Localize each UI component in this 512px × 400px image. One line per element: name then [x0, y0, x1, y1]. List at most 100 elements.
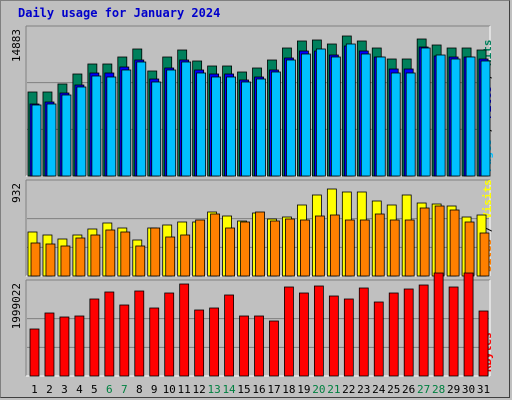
chart-title: Daily usage for January 2024 [18, 6, 221, 20]
bar-kbytes-day-6 [104, 291, 115, 377]
x-tick-label-day-22: 22 [342, 383, 355, 396]
bar-sites-day-26 [404, 219, 415, 277]
bar-kbytes-day-23 [358, 287, 369, 377]
bar-sites-day-12 [195, 219, 206, 277]
bar-kbytes-day-8 [134, 290, 145, 377]
bar-sites-day-30 [464, 221, 475, 277]
x-tick-label-day-4: 4 [76, 383, 83, 396]
bar-sites-day-4 [75, 237, 86, 277]
bar-sites-day-20 [314, 215, 325, 277]
bar-pages-day-3 [61, 94, 72, 177]
bar-pages-day-14 [226, 76, 236, 177]
bar-kbytes-day-9 [149, 307, 160, 377]
bar-sites-day-8 [135, 245, 146, 277]
x-tick-label-day-25: 25 [387, 383, 400, 396]
bar-sites-day-19 [300, 219, 310, 277]
panel-top-ymax-label: 14883 [10, 29, 23, 62]
bar-sites-day-11 [180, 234, 191, 277]
x-tick-label-day-16: 16 [252, 383, 265, 396]
bar-sites-day-27 [419, 207, 430, 277]
bar-pages-day-16 [256, 78, 266, 177]
bar-sites-day-6 [105, 229, 116, 277]
bar-sites-day-7 [120, 231, 131, 277]
bar-kbytes-day-10 [164, 292, 175, 377]
bar-sites-day-22 [344, 219, 355, 277]
bar-sites-day-23 [359, 219, 370, 277]
bar-pages-day-10 [166, 69, 177, 177]
bar-sites-day-14 [225, 227, 235, 277]
bar-sites-day-21 [329, 214, 340, 277]
bar-kbytes-day-30 [463, 272, 474, 377]
x-tick-label-day-9: 9 [151, 383, 158, 396]
x-tick-label-day-23: 23 [357, 383, 370, 396]
bar-sites-day-24 [374, 213, 385, 277]
bar-pages-day-31 [480, 60, 491, 177]
x-tick-label-day-29: 29 [447, 383, 460, 396]
x-tick-label-day-12: 12 [193, 383, 206, 396]
bar-sites-day-16 [255, 211, 265, 277]
bar-kbytes-day-2 [44, 312, 55, 377]
x-tick-label-day-2: 2 [46, 383, 53, 396]
bar-pages-day-25 [390, 72, 401, 177]
bar-kbytes-day-24 [373, 301, 384, 377]
x-tick-label-day-5: 5 [91, 383, 98, 396]
bar-sites-day-28 [434, 205, 445, 277]
x-tick-label-day-7: 7 [121, 383, 128, 396]
bar-sites-day-13 [210, 213, 221, 277]
bar-kbytes-day-3 [59, 316, 70, 377]
bar-pages-day-21 [330, 56, 341, 177]
x-tick-label-day-15: 15 [237, 383, 250, 396]
bar-pages-day-19 [301, 53, 311, 177]
bar-pages-day-1 [31, 104, 42, 177]
bar-pages-day-27 [420, 47, 431, 177]
bar-pages-day-5 [91, 75, 102, 177]
bar-kbytes-day-29 [448, 286, 459, 377]
bar-kbytes-day-28 [433, 272, 444, 377]
bar-sites-day-2 [45, 243, 56, 277]
bar-pages-day-23 [360, 53, 371, 177]
x-tick-label-day-24: 24 [372, 383, 386, 396]
bar-kbytes-day-17 [269, 320, 279, 377]
bar-sites-day-15 [240, 221, 250, 277]
x-tick-label-day-28: 28 [432, 383, 445, 396]
bar-pages-day-28 [435, 54, 446, 177]
bar-pages-day-18 [286, 59, 296, 177]
x-tick-label-day-19: 19 [297, 383, 310, 396]
bar-pages-day-15 [241, 81, 251, 177]
x-tick-label-day-20: 20 [312, 383, 325, 396]
bar-kbytes-day-14 [224, 294, 234, 377]
bar-pages-day-4 [76, 86, 87, 177]
x-tick-label-day-31: 31 [477, 383, 490, 396]
x-tick-label-day-21: 21 [327, 383, 340, 396]
bar-pages-day-29 [450, 58, 461, 177]
bar-pages-day-30 [465, 56, 476, 177]
x-tick-label-day-8: 8 [136, 383, 143, 396]
bar-sites-day-3 [60, 245, 71, 277]
bar-pages-day-6 [106, 76, 117, 177]
bar-kbytes-day-7 [119, 304, 130, 377]
x-tick-label-day-13: 13 [207, 383, 220, 396]
panel-bottom-ymax-label: 1999022 [10, 283, 23, 329]
bar-sites-day-1 [30, 242, 41, 277]
bar-pages-day-11 [181, 61, 192, 177]
bar-kbytes-day-15 [239, 315, 249, 377]
bar-kbytes-day-11 [179, 283, 190, 377]
x-tick-label-day-30: 30 [462, 383, 475, 396]
x-tick-label-day-18: 18 [282, 383, 295, 396]
bar-sites-day-5 [90, 234, 101, 277]
bar-pages-day-20 [315, 48, 326, 177]
bar-sites-day-25 [389, 219, 400, 277]
x-tick-label-day-1: 1 [31, 383, 38, 396]
bar-kbytes-day-21 [328, 295, 339, 377]
bar-kbytes-day-13 [209, 307, 220, 377]
bar-sites-day-31 [479, 232, 490, 277]
bar-kbytes-day-27 [418, 284, 429, 377]
bar-kbytes-day-26 [403, 288, 414, 377]
bar-pages-day-24 [375, 56, 386, 177]
bar-pages-day-13 [211, 76, 222, 177]
bar-sites-day-10 [165, 236, 176, 277]
bar-pages-day-9 [151, 81, 162, 177]
bar-sites-day-9 [150, 227, 161, 277]
bar-pages-day-7 [121, 69, 132, 177]
